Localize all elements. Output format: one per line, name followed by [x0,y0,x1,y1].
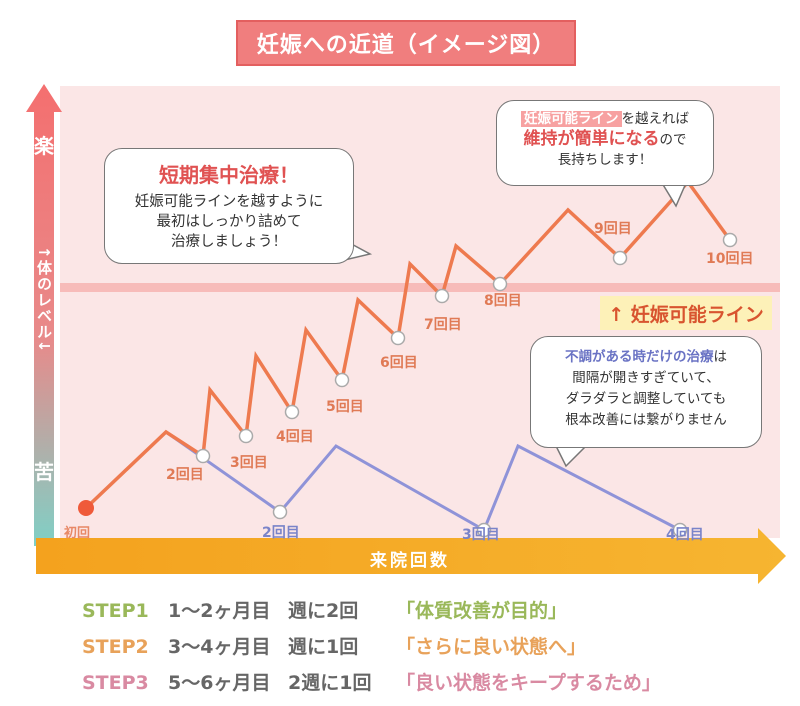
bubble-line: ダラダラと調整していても [565,391,727,407]
bubble-line: 治療しましょう！ [171,234,287,250]
orange-label-4: 4回目 [276,429,314,445]
orange-point-5 [334,372,350,388]
bubble-text: は [713,349,728,365]
orange-point-9 [612,250,628,266]
step-goal: 「体質改善が目的」 [396,600,568,622]
step-months: 5～6ヶ月目 [168,672,271,694]
orange-label-9: 9回目 [594,221,632,237]
step-row-3: STEP3 5～6ヶ月目 2週に1回 「良い状態をキープするため」 [82,668,661,695]
step-code: STEP2 [82,636,149,658]
start-point [78,500,94,516]
step-code: STEP1 [82,600,149,622]
blue-point-4 [672,522,688,538]
orange-label-3: 3回目 [230,455,268,471]
step-goal: 「良い状態をキープするため」 [396,672,661,694]
step-row-1: STEP1 1～2ヶ月目 週に2回 「体質改善が目的」 [82,596,567,623]
bubble-text: を越えれば [621,111,690,127]
blue-label-4: 4回目 [666,527,704,543]
blue-label-2: 2回目 [262,525,300,541]
y-axis-bottom-label: 苦 [34,460,54,484]
irregular-treatment-bubble: 不調がある時だけの治療は 間隔が開きすぎていて、 ダラダラと調整していても 根本… [530,336,762,448]
bubble-text: 長持ちします！ [557,152,653,168]
blue-point-3 [476,522,492,538]
intensive-treatment-bubble: 短期集中治療！ 妊娠可能ラインを越すように 最初はしっかり詰めて 治療しましょう… [104,148,354,264]
step-code: STEP3 [82,672,149,694]
page-title: 妊娠への近道（イメージ図） [236,20,576,66]
orange-label-2: 2回目 [166,467,204,483]
highlight-threshold: 妊娠可能ライン [521,111,622,127]
x-axis-label: 来院回数 [370,551,450,571]
orange-point-2 [195,448,211,464]
bubble2-tail [660,182,688,208]
orange-point-7 [434,288,450,304]
orange-point-8 [492,276,508,292]
orange-point-10 [722,232,738,248]
y-axis-top-label: 楽 [34,134,54,158]
bubble-line: 妊娠可能ラインを越すように [134,194,324,210]
bubble3-tail [554,445,588,468]
bubble-text: ので [659,132,687,148]
bubble-title: 短期集中治療！ [159,163,299,187]
orange-point-3 [238,428,254,444]
step-months: 3～4ヶ月目 [168,636,271,658]
start-label: 初回 [64,526,91,541]
orange-label-7: 7回目 [424,317,462,333]
orange-label-10: 10回目 [706,251,754,267]
step-months: 1～2ヶ月目 [168,600,271,622]
maintain-bubble: 妊娠可能ライン を越えれば 維持が簡単になるので 長持ちします！ [496,100,714,186]
bubble-line: 根本改善には繋がりません [565,412,727,428]
intensive-treatment-line [84,179,732,510]
orange-point-4 [284,404,300,420]
orange-label-5: 5回目 [326,399,364,415]
step-row-2: STEP2 3～4ヶ月目 週に1回 「さらに良い状態へ」 [82,632,586,659]
step-goal: 「さらに良い状態へ」 [396,636,587,658]
bubble-line: 間隔が開きすぎていて、 [572,370,720,386]
blue-point-2 [272,504,288,520]
blue-label-3: 3回目 [462,527,500,543]
bubble-line: 最初はしっかり詰めて [156,214,302,230]
orange-point-6 [390,330,406,346]
orange-label-6: 6回目 [380,355,418,371]
orange-label-8: 8回目 [484,293,522,309]
step-frequency: 2週に1回 [288,672,372,694]
highlight-easy: 維持が簡単になる [523,129,660,149]
highlight-irregular: 不調がある時だけの治療 [565,349,714,365]
step-frequency: 週に2回 [288,600,359,622]
threshold-label: ↑ 妊娠可能ライン [600,296,772,330]
threshold-line [60,283,780,292]
milestone-markers [195,232,738,538]
y-axis-middle-label: ↑体のレベル↓ [35,246,53,354]
step-frequency: 週に1回 [288,636,359,658]
